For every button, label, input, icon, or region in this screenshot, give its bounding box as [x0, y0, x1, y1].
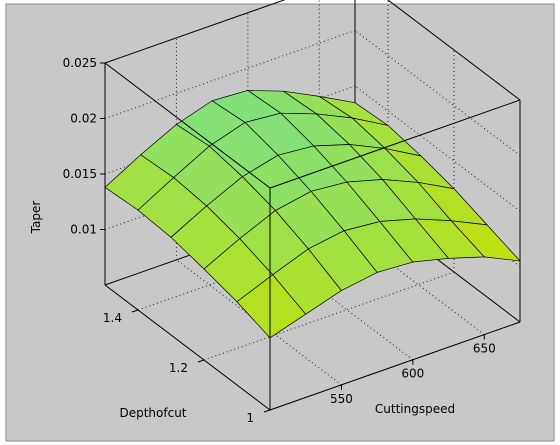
grid-line — [203, 271, 455, 361]
grid-line — [176, 259, 342, 386]
z-tick-label: 0.015 — [63, 167, 97, 181]
y-tick-mark — [197, 359, 205, 363]
box-edge — [104, 284, 271, 411]
box-edge — [104, 62, 271, 189]
y-tick-label: 1.2 — [169, 361, 188, 375]
surface-face — [450, 220, 521, 262]
surface-mesh — [104, 90, 521, 339]
box-edge — [387, 0, 521, 101]
box-edge — [269, 321, 521, 411]
y-tick-label: 1.4 — [103, 311, 122, 325]
y-axis-label: Depthofcut — [119, 406, 186, 420]
grid-line — [104, 0, 286, 64]
x-tick-label: 600 — [401, 367, 424, 381]
x-tick-label: 650 — [473, 342, 496, 356]
grid-line — [354, 85, 521, 212]
box-edge — [269, 99, 521, 189]
x-axis-label: Cuttingspeed — [375, 402, 455, 416]
grid-line — [104, 30, 356, 119]
y-tick-mark — [131, 309, 139, 313]
x-tick-label: 550 — [330, 392, 353, 406]
axes-box-front — [104, 62, 521, 411]
y-tick-label: 1 — [246, 411, 254, 425]
y-tick-mark — [263, 409, 271, 413]
z-tick-label: 0.02 — [70, 112, 97, 126]
z-tick-label: 0.01 — [70, 223, 97, 237]
grid-line — [354, 30, 521, 156]
z-axis-label: Taper — [29, 201, 43, 235]
z-tick-label: 0.025 — [63, 56, 97, 70]
axis-ticks: 550 600 650 1 1.2 1.4 0.01 0.015 0.02 0.025 — [63, 56, 496, 425]
